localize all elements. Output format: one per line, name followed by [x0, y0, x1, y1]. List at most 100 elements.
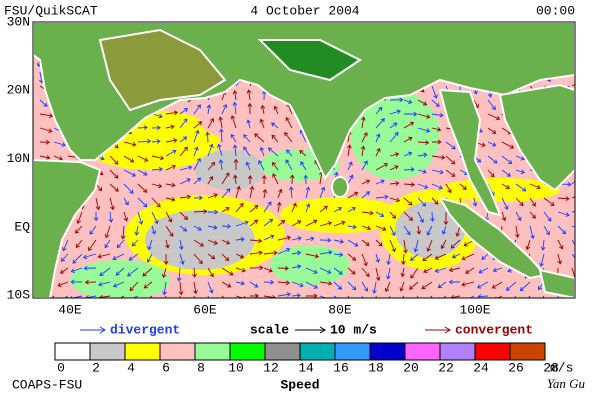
wind-arrow	[109, 169, 119, 179]
wind-arrow	[347, 174, 354, 185]
wind-arrow	[221, 267, 234, 276]
wind-arrow	[146, 295, 153, 298]
wind-arrow	[431, 155, 446, 160]
wind-arrow	[459, 183, 467, 190]
wind-arrow	[501, 169, 511, 177]
wind-arrow	[401, 253, 406, 265]
wind-arrow	[445, 141, 456, 150]
wind-arrow	[193, 209, 208, 214]
wind-arrow	[557, 225, 567, 235]
wind-arrow	[179, 107, 189, 115]
wind-arrow	[108, 211, 114, 223]
wind-arrow	[218, 116, 223, 129]
wind-arrow	[75, 239, 83, 249]
wind-arrow	[519, 281, 531, 292]
wind-arrow	[445, 183, 452, 194]
wind-arrow	[263, 201, 272, 213]
wind-arrow	[319, 267, 332, 274]
wind-arrow	[127, 295, 139, 298]
wind-arrow	[361, 253, 368, 267]
wind-arrow	[291, 293, 301, 298]
wind-arrow	[235, 280, 245, 286]
wind-arrow	[440, 239, 447, 250]
wind-arrow	[134, 225, 140, 236]
wind-arrow	[291, 220, 302, 227]
wind-arrow	[243, 134, 251, 143]
wind-arrow	[557, 239, 564, 250]
wind-arrow	[386, 253, 391, 266]
wind-arrow	[179, 194, 192, 200]
wind-arrow	[165, 182, 176, 188]
wind-arrow	[434, 267, 447, 273]
wind-arrow	[399, 281, 405, 292]
wind-arrow	[403, 99, 413, 105]
wind-arrow	[389, 211, 396, 219]
wind-arrow	[347, 267, 356, 275]
colorbar-tick: 12	[263, 360, 279, 375]
wind-arrow	[375, 163, 389, 171]
wind-arrow	[361, 160, 368, 171]
wind-arrow	[571, 211, 575, 213]
wind-arrow	[276, 201, 282, 213]
wind-arrow	[247, 102, 253, 115]
wind-arrow	[400, 267, 406, 278]
wind-arrow	[151, 166, 163, 172]
wind-arrow	[147, 239, 153, 251]
wind-arrow	[375, 253, 381, 263]
wind-arrow	[403, 197, 413, 206]
wind-arrow	[123, 211, 129, 222]
author: Yan Gu	[547, 376, 586, 391]
wind-arrow	[235, 236, 245, 242]
wind-arrow	[39, 127, 53, 133]
wind-arrow	[403, 167, 415, 172]
wind-arrow	[431, 85, 438, 99]
colorbar-tick: 20	[403, 360, 419, 375]
wind-arrow	[361, 132, 368, 143]
wind-arrow	[232, 144, 238, 157]
wind-arrow	[151, 125, 161, 131]
wind-arrow	[300, 161, 307, 171]
wind-arrow	[193, 129, 200, 143]
wind-arrow	[207, 193, 218, 199]
wind-arrow	[193, 121, 203, 129]
wind-arrow	[165, 110, 179, 116]
wind-arrow	[84, 279, 97, 285]
wind-arrow	[235, 267, 246, 273]
colorbar-cell	[439, 342, 476, 361]
wind-arrow	[285, 116, 293, 129]
wind-arrow	[193, 146, 199, 157]
wind-arrow	[487, 127, 497, 134]
wind-arrow	[487, 113, 501, 121]
wind-arrow	[165, 239, 170, 249]
wind-arrow	[487, 141, 497, 147]
wind-arrow	[69, 295, 83, 298]
colorbar-cell	[299, 342, 336, 361]
wind-arrow	[205, 131, 210, 143]
wind-arrow	[277, 235, 292, 241]
wind-arrow	[305, 186, 311, 199]
wind-arrow	[487, 155, 498, 164]
wind-arrow	[70, 279, 83, 285]
wind-arrow	[165, 124, 175, 130]
wind-arrow	[249, 185, 255, 199]
wind-arrow	[53, 155, 63, 161]
wind-arrow	[165, 197, 176, 202]
wind-arrow	[233, 158, 239, 171]
wind-arrow	[137, 155, 149, 162]
wind-arrow	[443, 211, 449, 226]
wind-arrow	[469, 295, 475, 298]
lon-labels: 40E 60E 80E 100E	[58, 302, 490, 317]
wind-arrow	[207, 267, 214, 278]
wind-arrow	[492, 267, 503, 273]
wind-arrow	[417, 197, 427, 207]
wind-arrow	[442, 295, 447, 298]
wind-arrow	[273, 105, 279, 115]
wind-arrow	[277, 292, 291, 297]
wind-arrow	[263, 279, 275, 285]
wind-arrow	[53, 141, 66, 147]
wind-arrow	[450, 239, 461, 249]
wind-arrow	[430, 211, 435, 223]
wind-arrow	[360, 145, 366, 157]
wind-arrow	[151, 197, 161, 208]
colorbar-cell	[264, 342, 301, 361]
